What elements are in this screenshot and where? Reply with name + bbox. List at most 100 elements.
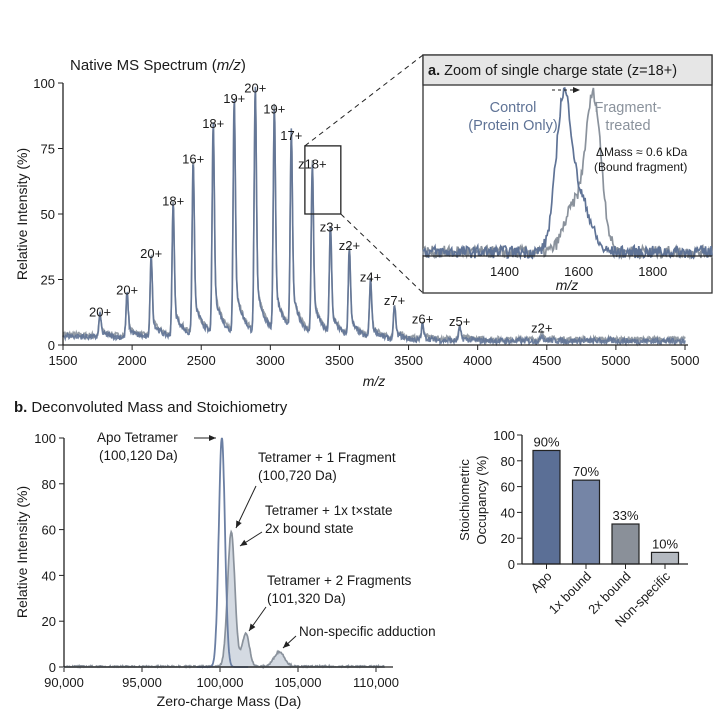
one-fragment-arrow	[235, 485, 257, 529]
inset-x-tick-label: 1600	[564, 264, 593, 279]
spectrum-x-tick-label: 3500	[325, 353, 354, 368]
mixed-state-label-line2: 2x bound state	[265, 521, 354, 536]
spectrum-y-tick-label: 0	[48, 338, 55, 353]
deconvoluted-mass-chart: b. Deconvoluted Mass and Stoichiometry Re…	[14, 399, 436, 709]
peak-charge-label: 20+	[116, 282, 138, 297]
control-label-line1: Control	[490, 100, 537, 116]
bar-non-specific	[650, 551, 680, 565]
apo-label-line1: Apo Tetramer	[97, 430, 178, 445]
stoichiometry-bar-chart: Stoichiometric Occupancy (%) 0 20 40 60 80 10…	[457, 428, 688, 630]
treated-label-line2: treated	[605, 118, 650, 134]
peak-charge-label: 20+	[244, 81, 266, 96]
spectrum-x-tick-label: 3500	[394, 353, 423, 368]
zoom-connector-bottom	[340, 213, 424, 294]
mass-x-label: Zero-charge Mass (Da)	[157, 693, 302, 709]
peak-charge-label: z2+	[339, 238, 360, 253]
bar-2x-bound	[611, 523, 640, 565]
mass-x-tick-label: 95,000	[122, 675, 162, 690]
inset-zoom-chart: a. Zoom of single charge state (z=18+) 14…	[422, 54, 713, 294]
spectrum-x-tick-label: 1500	[49, 353, 78, 368]
bar-y-tick-label: 0	[508, 557, 515, 572]
spectrum-y-tick-label: 75	[41, 142, 55, 157]
bar-y-label-line1: Stoichiometric	[457, 459, 472, 541]
bar-apo	[532, 449, 561, 565]
bar-y-tick-label: 60	[501, 480, 515, 495]
control-label-line2: (Protein Only)	[468, 118, 557, 134]
peak-charge-label: 18+	[202, 116, 224, 131]
inset-header	[422, 54, 713, 86]
mass-x-tick-label: 105,000	[275, 675, 322, 690]
spectrum-y-tick-label: 100	[33, 76, 55, 91]
mass-y-tick-label: 40	[42, 568, 56, 583]
two-fragments-arrow	[248, 606, 267, 632]
peak-charge-label: z3+	[320, 220, 341, 235]
peak-charge-label: 17+	[280, 128, 302, 143]
peak-charge-label: z5+	[449, 314, 470, 329]
zoom-region-box	[304, 145, 342, 215]
spectrum-y-tick-label: 50	[41, 207, 55, 222]
one-fragment-label-line2: (100,720 Da)	[258, 468, 337, 483]
spectrum-x-tick-label: 4500	[532, 353, 561, 368]
spectrum-y-tick-label: 25	[41, 273, 55, 288]
control-spectrum-trace	[62, 86, 686, 347]
apo-tetramer-trace	[196, 437, 249, 668]
native-ms-spectrum-chart: Native MS Spectrum (m/z) Relative Intens…	[14, 54, 699, 389]
apo-label-line2: (100,120 Da)	[99, 448, 178, 463]
bar-value-label: 33%	[612, 508, 638, 523]
panel-b-title: b. Deconvoluted Mass and Stoichiometry	[14, 399, 288, 416]
inset-x-label: m/z	[556, 277, 579, 293]
peak-charge-label: z18+	[298, 157, 327, 172]
spectrum-x-label: m/z	[363, 373, 386, 389]
mass-y-tick-label: 0	[49, 660, 56, 675]
peak-charge-label: 19+	[263, 102, 285, 117]
spectrum-x-tick-label: 2000	[118, 353, 147, 368]
bar-y-tick-label: 80	[501, 454, 515, 469]
peak-charge-label: z7+	[384, 293, 405, 308]
peak-charge-label: 16+	[182, 151, 204, 166]
mass-y-tick-label: 80	[42, 477, 56, 492]
peak-charge-label: 19+	[223, 91, 245, 106]
mass-x-tick-label: 90,000	[44, 675, 84, 690]
inset-title: a. Zoom of single charge state (z=18+)	[428, 63, 677, 79]
mass-x-tick-label: 110,000	[353, 675, 399, 690]
one-fragment-label-line1: Tetramer + 1 Fragment	[258, 450, 396, 465]
mass-y-tick-label: 20	[42, 614, 56, 629]
spectrum-x-tick-label: 3000	[256, 353, 285, 368]
bar-category-label: 1x bound	[546, 569, 594, 617]
mixed-state-label-line1: Tetramer + 1x t×state	[265, 503, 393, 518]
bar-y-tick-label: 20	[501, 531, 515, 546]
peak-charge-label: z2+	[531, 320, 552, 335]
two-fragments-label-line1: Tetramer + 2 Fragments	[267, 573, 412, 588]
treated-label-line1: Fragment-	[595, 100, 662, 116]
bar-value-label: 10%	[652, 536, 678, 551]
spectrum-x-tick-label: 5000	[601, 353, 630, 368]
mass-y-tick-label: 60	[42, 523, 56, 538]
inset-x-tick-label: 1800	[638, 264, 667, 279]
bar-y-label-line2: Occupancy (%)	[474, 456, 489, 545]
inset-x-tick-label: 1400	[490, 264, 519, 279]
bar-y-tick-label: 100	[493, 428, 515, 443]
bound-fragment-label: (Bound fragment)	[594, 160, 687, 174]
spectrum-y-label: Relative Intensity (%)	[14, 148, 30, 280]
mass-x-tick-label: 100,000	[197, 675, 244, 690]
mixed-state-arrow	[239, 531, 263, 547]
bar-category-label: Apo	[528, 569, 555, 596]
two-fragments-label-line2: (101,320 Da)	[267, 591, 346, 606]
mass-y-tick-label: 100	[34, 431, 56, 446]
peak-charge-label: z4+	[360, 269, 381, 284]
spectrum-title: Native MS Spectrum (m/z)	[70, 57, 246, 74]
peak-charge-label: 20+	[140, 246, 162, 261]
mass-y-label: Relative Intensity (%)	[14, 486, 30, 618]
bar-1x-bound	[571, 479, 601, 565]
non-specific-label: Non-specific adduction	[299, 624, 436, 639]
control-inset-trace	[422, 86, 713, 261]
bar-value-label: 90%	[533, 434, 559, 449]
bar-y-tick-label: 40	[501, 505, 515, 520]
spectrum-x-tick-label: 2500	[187, 353, 216, 368]
delta-mass-label: ΔMass ≈ 0.6 kDa	[596, 145, 688, 159]
non-specific-arrow	[282, 635, 297, 649]
zoom-connector-top	[304, 54, 424, 147]
peak-charge-label: 18+	[162, 193, 184, 208]
